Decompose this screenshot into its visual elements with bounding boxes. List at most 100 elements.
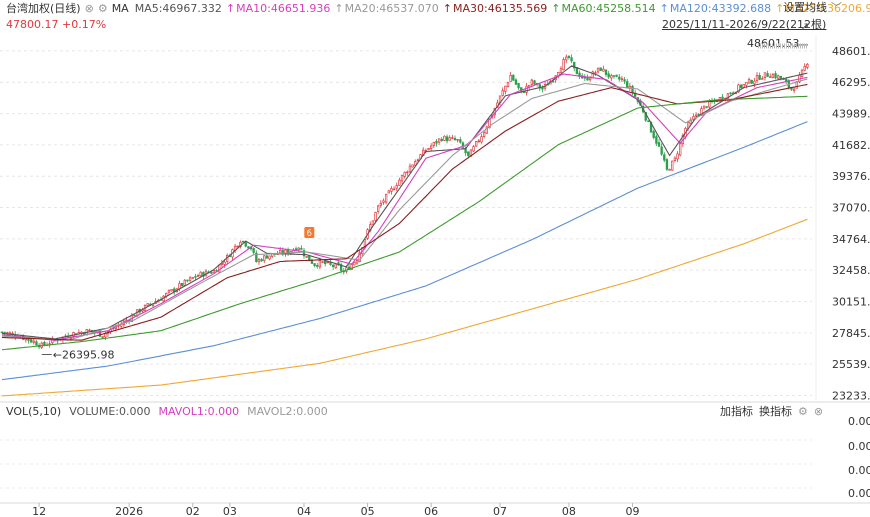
candle-body xyxy=(798,74,801,83)
candle-body xyxy=(761,78,764,80)
candle-body xyxy=(708,100,711,108)
y-tick-label: 34764.29 xyxy=(832,233,870,246)
candle-body xyxy=(546,83,549,86)
candle-body xyxy=(644,112,647,121)
ma-legend-row: 台湾加权(日线) ⊗ ⚙ MA MA5:46967.332 ↑ MA10:4665… xyxy=(6,1,870,16)
candle-body xyxy=(199,271,202,277)
candle-body xyxy=(72,332,75,337)
candle-body xyxy=(151,303,155,306)
candle-body xyxy=(8,332,12,335)
candle-body xyxy=(390,188,393,192)
up-arrow-icon: ↑ xyxy=(225,1,236,15)
candle-body xyxy=(3,331,6,334)
candle-body xyxy=(337,262,340,266)
candle-body xyxy=(207,271,210,274)
candle-body xyxy=(29,339,33,343)
candle-body xyxy=(331,264,335,267)
candle-body xyxy=(610,75,613,79)
ma5-legend: MA5:46967.332 xyxy=(135,2,222,15)
ma30-value: MA30:46135.569 xyxy=(453,1,548,15)
ma-lines-layer xyxy=(1,65,808,397)
ma250-line xyxy=(1,218,808,397)
ma250-legend: ↑MA250:36206.963 xyxy=(775,2,870,15)
ma-settings-button[interactable]: 设置均线 ﹀ xyxy=(783,1,842,15)
candle-body xyxy=(620,78,624,81)
grid-layer xyxy=(0,36,870,504)
candle-body xyxy=(226,255,229,262)
candle-body xyxy=(713,100,716,102)
candle-body xyxy=(732,92,735,94)
vol-settings-icon[interactable]: ⚙ xyxy=(798,405,808,418)
y-tick-label: 48601.53 xyxy=(832,45,870,58)
candle-body xyxy=(591,71,594,79)
settings-icon[interactable]: ⚙ xyxy=(97,1,108,15)
candle-body xyxy=(27,338,30,341)
vol-tick-label: 0.00 xyxy=(848,464,870,477)
candle-body xyxy=(549,80,552,85)
candle-body xyxy=(236,245,239,248)
candle-body xyxy=(655,136,658,144)
candle-body xyxy=(127,320,131,322)
candle-body xyxy=(575,66,579,75)
up-arrow-icon: ↑ xyxy=(551,1,561,15)
candle-body xyxy=(112,327,115,330)
candle-body xyxy=(215,270,218,272)
candle-body xyxy=(35,341,38,346)
candle-body xyxy=(69,336,73,339)
x-tick-label: 12 xyxy=(32,505,46,517)
annotations-layer: 48601.53←26395.98б↗ xyxy=(41,20,809,362)
candle-body xyxy=(120,323,123,327)
candle-body xyxy=(456,139,459,141)
candle-body xyxy=(61,336,65,341)
candle-body xyxy=(623,79,626,82)
candle-body xyxy=(255,252,258,263)
candle-body xyxy=(109,328,112,332)
candle-body xyxy=(424,150,428,152)
candle-body xyxy=(419,154,422,160)
candle-body xyxy=(557,72,560,77)
candle-body xyxy=(673,157,677,161)
vol-mavol2: MAVOL2:0.000 xyxy=(247,405,328,418)
candle-body xyxy=(329,262,332,265)
candle-body xyxy=(649,121,653,133)
candle-body xyxy=(106,331,110,335)
candle-body xyxy=(77,331,80,335)
candle-body xyxy=(247,246,250,249)
up-arrow-icon: ↑ xyxy=(659,1,669,15)
candle-body xyxy=(631,85,634,93)
candle-body xyxy=(244,242,247,247)
candle-body xyxy=(475,141,478,147)
candle-body xyxy=(684,128,687,138)
ma-label: MA xyxy=(111,1,129,15)
add-indicator-button[interactable]: 加指标 xyxy=(720,405,753,418)
candles-layer xyxy=(0,54,809,350)
y-tick-label: 23233.26 xyxy=(832,389,870,402)
candle-body xyxy=(686,121,690,129)
vol-title: VOL(5,10) xyxy=(6,405,62,418)
candle-body xyxy=(382,200,385,203)
candle-body xyxy=(125,319,128,322)
candle-body xyxy=(64,335,67,338)
volume-legend: VOL(5,10) VOLUME:0.000 MAVOL1:0.000 MAVO… xyxy=(6,405,328,418)
candle-body xyxy=(517,82,520,89)
candle-body xyxy=(88,329,91,332)
candle-body xyxy=(679,142,682,156)
candle-body xyxy=(705,106,708,108)
candle-body xyxy=(403,171,406,177)
candle-body xyxy=(104,333,107,338)
candle-body xyxy=(14,334,17,338)
ma60-value: MA60:45258.514 xyxy=(561,1,656,15)
candle-body xyxy=(734,91,737,95)
candle-body xyxy=(53,339,57,342)
candle-body xyxy=(663,154,666,161)
candle-body xyxy=(82,332,86,335)
switch-indicator-button[interactable]: 换指标 xyxy=(759,405,792,418)
vol-close-icon[interactable]: ⊗ xyxy=(813,405,824,418)
candle-body xyxy=(416,159,420,161)
up-arrow-icon: ↑ xyxy=(442,1,453,15)
candle-body xyxy=(464,147,467,154)
close-icon[interactable]: ⊗ xyxy=(84,1,94,15)
candle-body xyxy=(191,277,194,279)
candle-body xyxy=(43,341,46,346)
